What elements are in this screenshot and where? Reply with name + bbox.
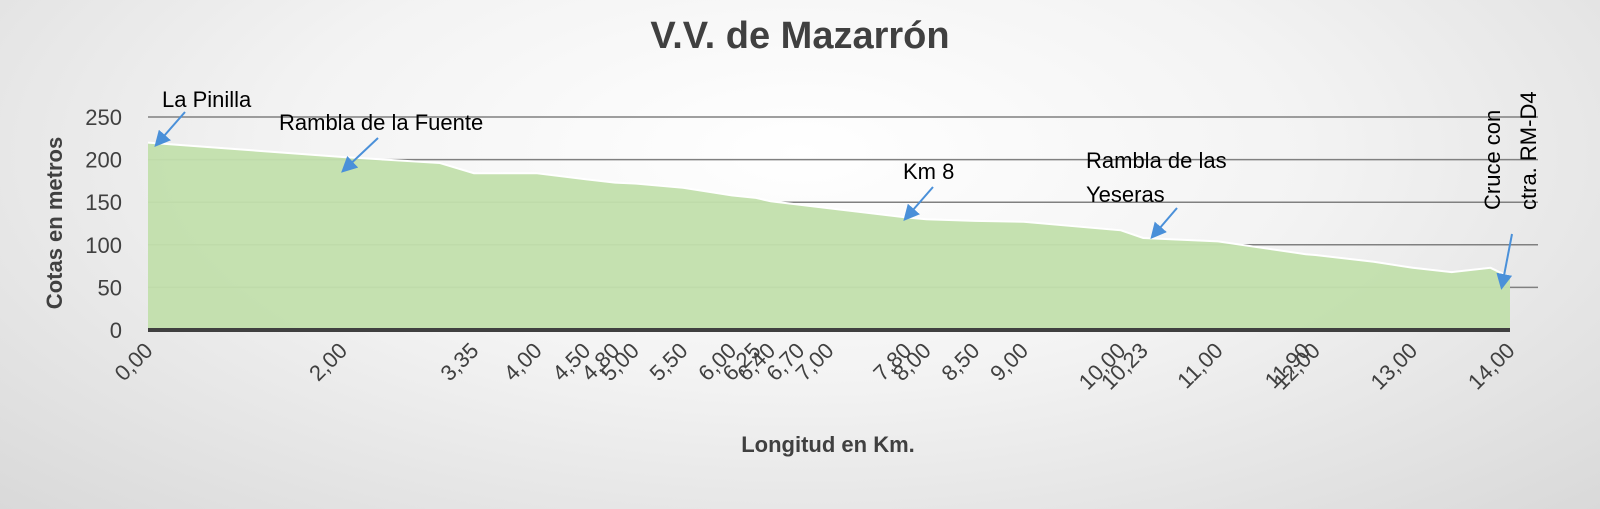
y-tick-label: 150 (85, 190, 122, 215)
chart-title: V.V. de Mazarrón (650, 15, 949, 57)
y-tick-label: 250 (85, 105, 122, 130)
y-tick-label: 200 (85, 148, 122, 173)
y-tick-label: 100 (85, 233, 122, 258)
annotation-label: Cruce con ctra. RM-D4 (1480, 91, 1541, 210)
x-tick-label: 11,00 (1172, 338, 1227, 393)
annotation-line: Cruce con (1480, 110, 1505, 210)
annotation-arrow (154, 111, 186, 148)
x-tick-label: 2,00 (304, 338, 352, 386)
annotation-line: La Pinilla (162, 87, 252, 112)
annotation-line: Km 8 (903, 159, 954, 184)
annotation-line: Rambla de la Fuente (279, 110, 483, 135)
annotation-label: Km 8 (903, 159, 954, 184)
annotation-arrow (1496, 233, 1513, 290)
x-axis-ticks: 0,00 2,00 3,35 4,00 4,504,805,00 5,50 6,006,25… (110, 338, 1520, 395)
x-tick-label: 14,00 (1463, 338, 1520, 395)
y-axis-ticks: 0 50 100 150 200 250 (85, 105, 122, 343)
y-axis-title: Cotas en metros (42, 137, 67, 309)
y-tick-label: 50 (98, 275, 122, 300)
x-tick-label: 3,35 (435, 338, 483, 386)
annotation-arrow (903, 186, 934, 222)
x-tick-label: 5,50 (645, 338, 693, 386)
x-tick-label: 0,00 (110, 338, 158, 386)
annotation-label: Rambla de la Fuente (279, 110, 483, 135)
elevation-line (147, 141, 1511, 279)
annotation-line: Yeseras (1086, 182, 1165, 207)
annotation-line: Rambla de las (1086, 148, 1227, 173)
x-tick-label: 4,00 (499, 338, 547, 386)
annotation-line: ctra. RM-D4 (1516, 91, 1541, 210)
annotation-label: La Pinilla (162, 87, 252, 112)
x-tick-label: 8,50 (937, 338, 985, 386)
annotation-label: Rambla de las Yeseras (1086, 148, 1227, 207)
annotations: La Pinilla Rambla de la Fuente Km 8 Rambla … (154, 87, 1541, 290)
annotation-arrow (341, 137, 379, 173)
elevation-area (148, 142, 1510, 330)
annotation-arrow (1150, 207, 1178, 240)
x-tick-label: 13,00 (1366, 338, 1423, 395)
x-axis-title: Longitud en Km. (741, 432, 915, 457)
y-tick-label: 0 (110, 318, 122, 343)
x-tick-label: 9,00 (985, 338, 1033, 386)
